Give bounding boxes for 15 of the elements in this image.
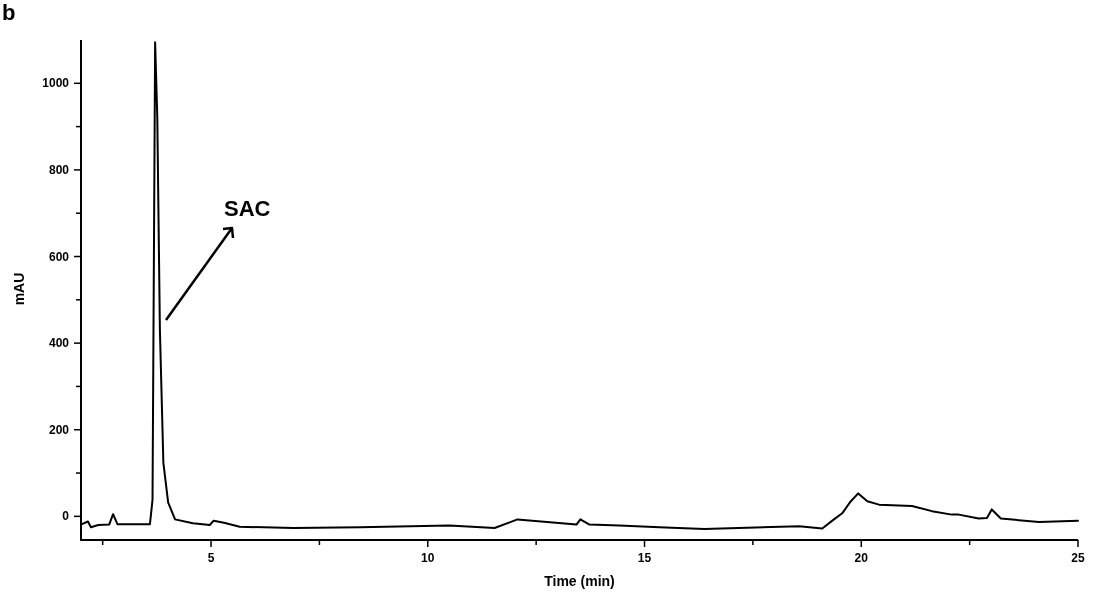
y-tick-label: 0: [62, 509, 70, 524]
text: b: [2, 0, 16, 25]
y-tick-label: 400: [48, 336, 70, 351]
y-tick-label: 600: [48, 249, 70, 264]
x-tick-label: 15: [637, 551, 652, 565]
y-axis-title: mAU: [11, 272, 27, 306]
annotation: SAC: [224, 196, 271, 221]
x-tick-label: 5: [207, 551, 215, 565]
x-tick-label: 20: [854, 551, 869, 565]
x-tick-label: 10: [421, 551, 435, 565]
y-tick-label: 800: [48, 162, 70, 177]
y-tick-label: 200: [48, 422, 70, 437]
x-axis-title: Time (min): [544, 573, 615, 589]
x-tick-label: 25: [1071, 551, 1085, 565]
y-tick-label: 1000: [42, 76, 70, 91]
